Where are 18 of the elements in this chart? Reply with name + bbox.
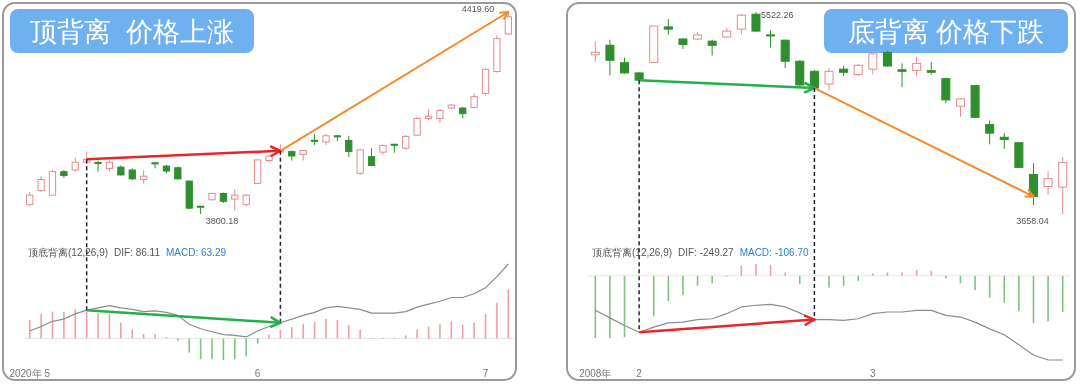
text: 3658.04 [1016, 216, 1049, 226]
x-tick-label: 2008年 [579, 368, 612, 379]
x-tick-label: 2 [636, 368, 643, 379]
x-tick-label: 2020年 5 [9, 368, 51, 379]
text: 3800.18 [205, 216, 239, 226]
chart-title: 顶背离 价格上涨 [29, 17, 235, 47]
text: MACD: -106.70 [739, 247, 809, 258]
text: 顶底背离(12,26,9) [592, 247, 673, 258]
text: DIF: -249.27 [678, 247, 735, 258]
x-tick-label: 7 [482, 368, 489, 379]
annotation: 4419.60 [461, 4, 495, 14]
text: MACD: 63.29 [165, 247, 227, 258]
text: DIF: 86.11 [114, 247, 161, 258]
x-tick-label: 6 [254, 368, 261, 379]
annotation: 5522.26 [760, 10, 794, 20]
chart-title: 底背离 价格下跌 [847, 17, 1045, 47]
x-tick-label: 3 [870, 368, 877, 379]
text: 顶底背离(12,26,9) [28, 247, 109, 258]
